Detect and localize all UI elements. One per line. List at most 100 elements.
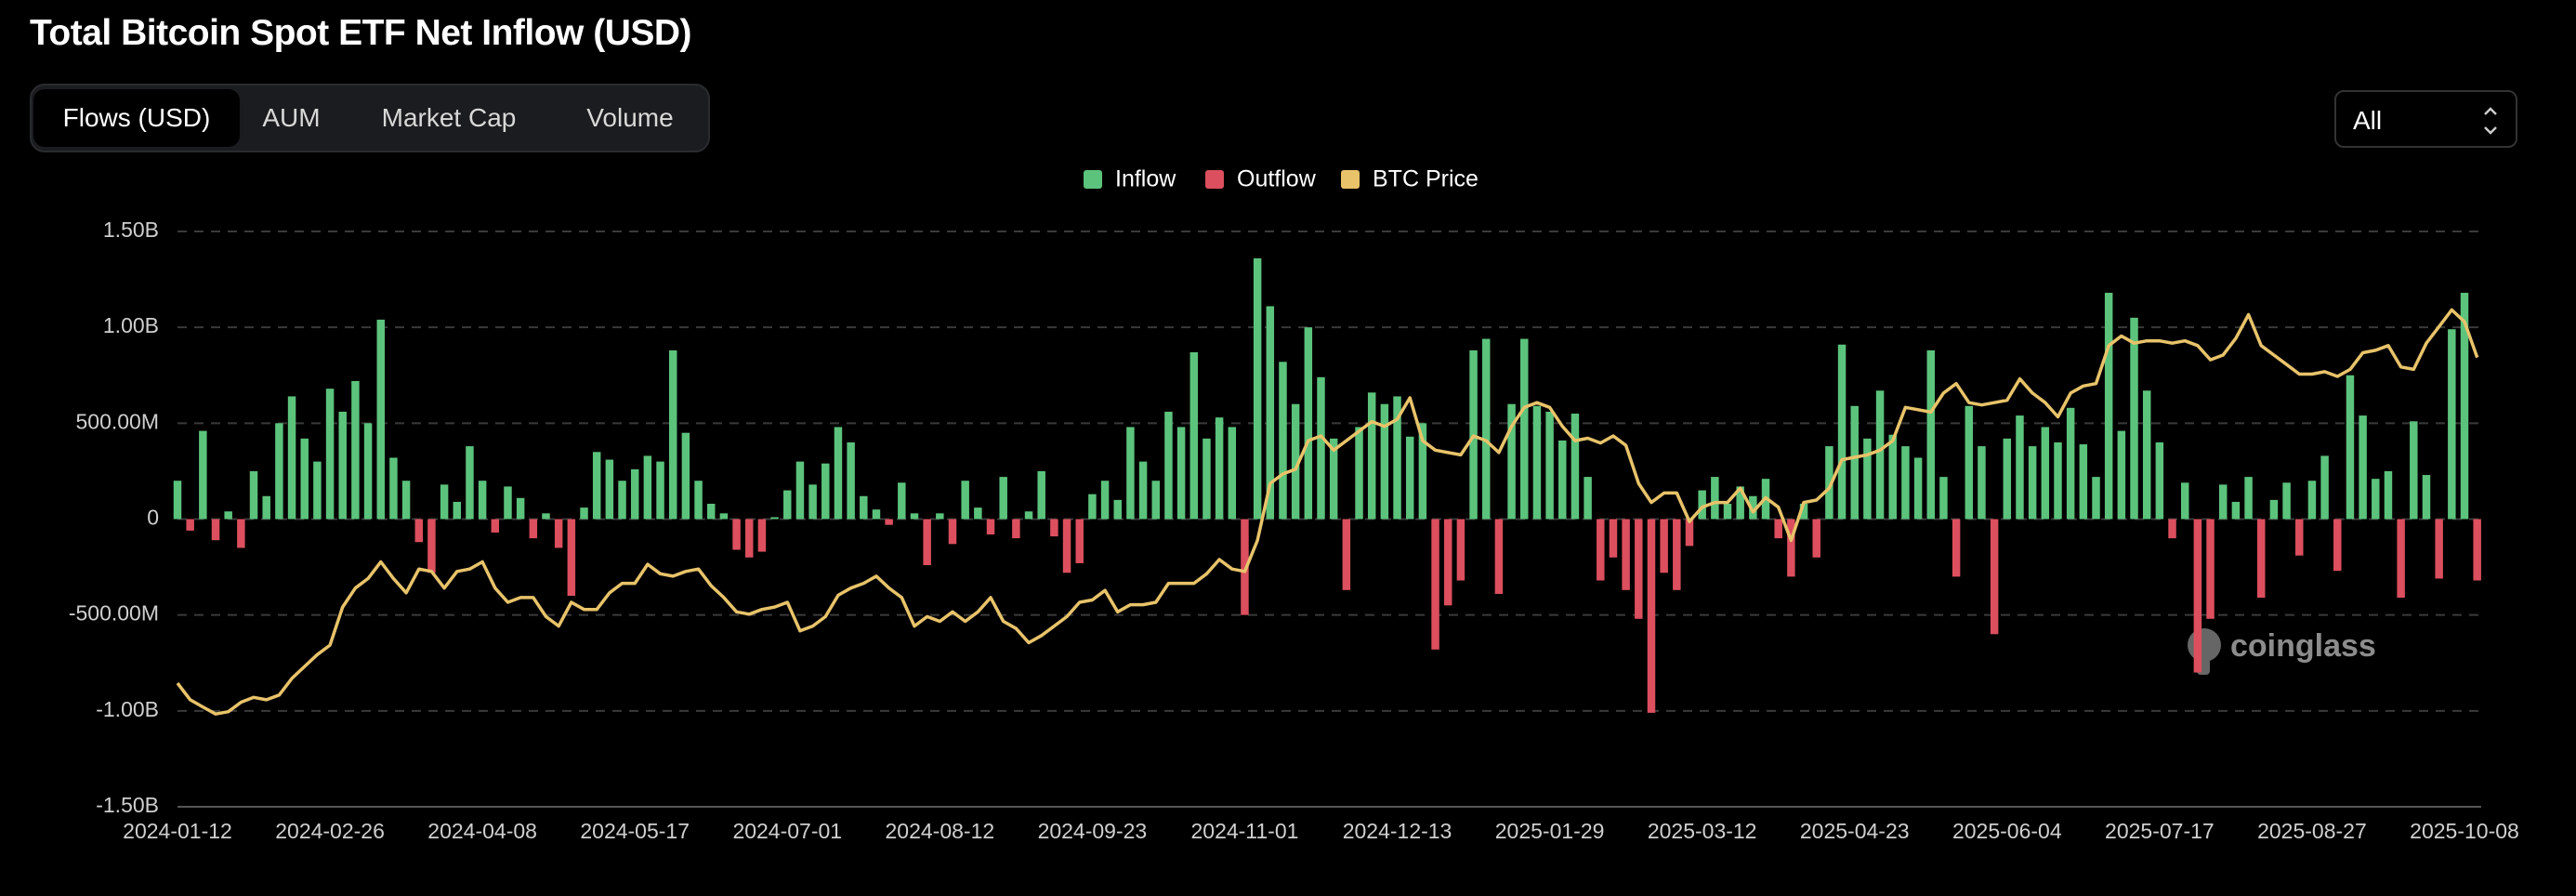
watermark xyxy=(2188,628,2221,675)
outflow-bar xyxy=(1635,519,1643,619)
outflow-bar xyxy=(986,519,995,535)
x-tick-label: 2024-01-12 xyxy=(123,819,232,843)
inflow-bar xyxy=(1507,403,1516,520)
x-tick-label: 2024-12-13 xyxy=(1343,819,1452,843)
outflow-bar xyxy=(237,519,245,548)
outflow-bar xyxy=(1685,519,1694,547)
inflow-bar xyxy=(668,349,677,520)
range-select[interactable]: All xyxy=(2334,90,2517,148)
tab[interactable]: Flows (USD) xyxy=(33,89,240,147)
inflow-bar xyxy=(1875,390,1885,520)
inflow-bar xyxy=(2218,484,2228,520)
inflow-bar xyxy=(592,452,601,520)
inflow-bar xyxy=(1532,405,1542,520)
inflow-bar xyxy=(401,481,411,520)
outflow-bar xyxy=(1456,519,1465,581)
inflow-bar xyxy=(2092,477,2100,520)
outflow-bar xyxy=(732,519,741,550)
x-tick-label: 2025-08-27 xyxy=(2257,819,2367,843)
inflow-bar xyxy=(1723,503,1732,520)
inflow-bar xyxy=(1571,414,1580,520)
x-tick-label: 2024-11-01 xyxy=(1190,819,1298,843)
inflow-bar xyxy=(1698,490,1706,520)
inflow-bar xyxy=(2041,427,2050,520)
inflow-bar xyxy=(706,503,716,520)
inflow-bar xyxy=(453,501,462,520)
x-tick-label: 2024-02-26 xyxy=(275,819,385,843)
inflow-bar xyxy=(2066,407,2075,520)
inflow-bar xyxy=(2142,390,2151,520)
range-select-value: All xyxy=(2353,106,2383,135)
inflow-bar xyxy=(1418,423,1427,520)
outflow-bar xyxy=(567,519,576,597)
outflow-bar xyxy=(2397,519,2405,599)
inflow-bar xyxy=(770,517,779,520)
inflow-bar xyxy=(389,457,398,520)
outflow-bar xyxy=(529,519,538,539)
x-tick-label: 2024-08-12 xyxy=(886,819,995,843)
legend-swatch xyxy=(1084,170,1102,189)
inflow-bar xyxy=(2155,441,2164,520)
outflow-bar xyxy=(2193,519,2202,673)
outflow-bar xyxy=(1062,519,1071,573)
inflow-bar xyxy=(2460,293,2469,520)
outflow-bar xyxy=(1431,519,1439,650)
legend-label: Inflow xyxy=(1115,166,1176,192)
x-tick-label: 2025-01-29 xyxy=(1495,819,1605,843)
inflow-bar xyxy=(1584,477,1592,520)
tab[interactable]: Volume xyxy=(586,103,674,132)
outflow-bar xyxy=(1774,519,1782,539)
y-tick-label: 0 xyxy=(147,506,159,530)
inflow-bar xyxy=(199,430,207,520)
legend-label: BTC Price xyxy=(1373,166,1479,192)
inflow-bar xyxy=(580,507,588,520)
inflow-bar xyxy=(2016,415,2024,520)
inflow-bar xyxy=(1100,481,1110,520)
inflow-bar xyxy=(338,411,347,520)
inflow-bar xyxy=(1126,427,1135,520)
legend-label: Outflow xyxy=(1237,166,1317,192)
inflow-bar xyxy=(1304,327,1313,520)
inflow-bar xyxy=(1405,436,1414,520)
inflow-bar xyxy=(173,481,182,520)
inflow-bar xyxy=(1545,411,1554,520)
inflow-bar xyxy=(1266,306,1275,520)
inflow-bar xyxy=(262,495,270,520)
inflow-bar xyxy=(1367,392,1376,520)
inflow-bar xyxy=(376,319,385,520)
tab[interactable]: AUM xyxy=(262,103,321,132)
legend-swatch xyxy=(1341,170,1360,189)
inflow-bar xyxy=(504,486,512,520)
inflow-bar xyxy=(821,463,830,520)
inflow-bar xyxy=(936,513,944,520)
inflow-bar xyxy=(834,427,843,520)
inflow-bar xyxy=(860,495,868,520)
inflow-bar xyxy=(1024,511,1033,520)
inflow-bar xyxy=(2003,438,2012,520)
inflow-bar xyxy=(2307,481,2317,520)
x-tick-label: 2025-03-12 xyxy=(1648,819,1757,843)
inflow-bar xyxy=(1558,440,1567,520)
inflow-bar xyxy=(1037,470,1045,520)
inflow-bar xyxy=(694,481,703,520)
inflow-bar xyxy=(287,396,296,520)
select-arrows xyxy=(2484,107,2497,135)
inflow-bar xyxy=(275,423,283,520)
tab[interactable]: Market Cap xyxy=(381,103,517,132)
outflow-bar xyxy=(1241,519,1249,615)
outflow-bar xyxy=(948,519,957,545)
inflow-bar xyxy=(440,484,449,520)
inflow-bar xyxy=(1228,427,1237,520)
inflow-bar xyxy=(630,468,639,520)
inflow-bar xyxy=(1355,427,1363,520)
outflow-bar xyxy=(1075,519,1084,563)
inflow-bar xyxy=(224,511,232,520)
inflow-bar xyxy=(1926,349,1936,520)
inflow-bar xyxy=(1736,486,1744,520)
x-tick-label: 2025-10-08 xyxy=(2410,819,2519,843)
inflow-bar xyxy=(1825,446,1833,520)
inflow-bar xyxy=(1888,434,1897,520)
outflow-bar xyxy=(1609,519,1618,558)
outflow-bar xyxy=(1660,519,1668,573)
